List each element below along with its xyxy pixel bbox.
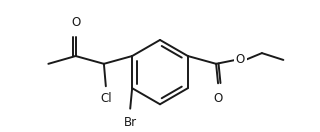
Text: Cl: Cl	[100, 92, 112, 105]
Text: O: O	[71, 16, 80, 29]
Text: Br: Br	[124, 116, 137, 129]
Text: O: O	[213, 92, 223, 105]
Text: O: O	[236, 53, 245, 66]
